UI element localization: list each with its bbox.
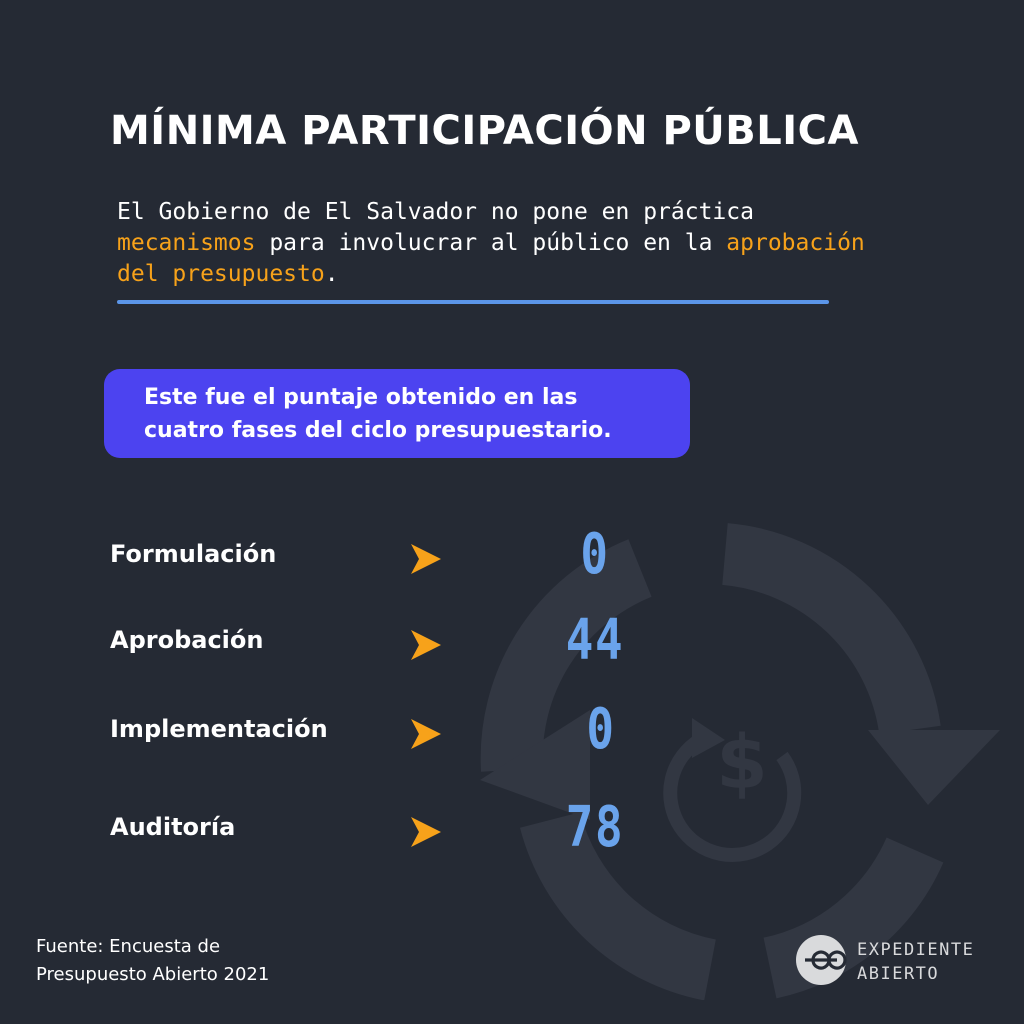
budget-cycle-icon: $: [480, 523, 1000, 1000]
page-title: MÍNIMA PARTICIPACIÓN PÚBLICA: [110, 108, 859, 154]
phase-label: Formulación: [110, 540, 277, 568]
phase-score: 44: [565, 608, 625, 673]
brand: EXPEDIENTE ABIERTO: [795, 932, 995, 992]
phase-row: Auditoría 78: [0, 795, 1024, 865]
source-line-2: Presupuesto Abierto 2021: [36, 964, 270, 985]
chevron-right-icon: [411, 544, 441, 574]
brand-line-2: ABIERTO: [857, 964, 940, 984]
phase-label: Auditoría: [110, 813, 236, 841]
chevron-right-icon: [411, 817, 441, 847]
phase-row: Formulación 0: [0, 522, 1024, 592]
intro-highlight-mecanismos: mecanismos: [117, 230, 256, 256]
phase-score: 78: [565, 795, 625, 860]
source-line-1: Fuente: Encuesta de: [36, 936, 221, 957]
phase-score: 0: [580, 522, 610, 587]
dollar-icon: $: [663, 718, 802, 862]
phase-score: 0: [586, 697, 616, 762]
phase-label: Implementación: [110, 715, 328, 743]
brand-line-1: EXPEDIENTE: [857, 940, 975, 960]
intro-highlight-aprobacion: aprobación del presupuesto: [117, 230, 865, 287]
phase-label: Aprobación: [110, 626, 264, 654]
chevron-right-icon: [411, 630, 441, 660]
intro-part-2: para involucrar al público en la: [255, 230, 727, 256]
svg-text:$: $: [716, 720, 768, 806]
callout-text: Este fue el puntaje obtenido en las cuat…: [144, 385, 612, 443]
phase-row: Implementación 0: [0, 697, 1024, 767]
brand-name: EXPEDIENTE ABIERTO: [857, 938, 974, 986]
intro-text: El Gobierno de El Salvador no pone en pr…: [117, 197, 877, 290]
expediente-abierto-logo: [796, 935, 847, 985]
source-note: Fuente: Encuesta de Presupuesto Abierto …: [36, 933, 356, 989]
divider: [117, 300, 829, 304]
score-callout: Este fue el puntaje obtenido en las cuat…: [104, 369, 690, 458]
chevron-right-icon: [411, 719, 441, 749]
phase-row: Aprobación 44: [0, 608, 1024, 678]
intro-part-1: El Gobierno de El Salvador no pone en pr…: [117, 199, 754, 225]
intro-end: .: [324, 261, 339, 287]
